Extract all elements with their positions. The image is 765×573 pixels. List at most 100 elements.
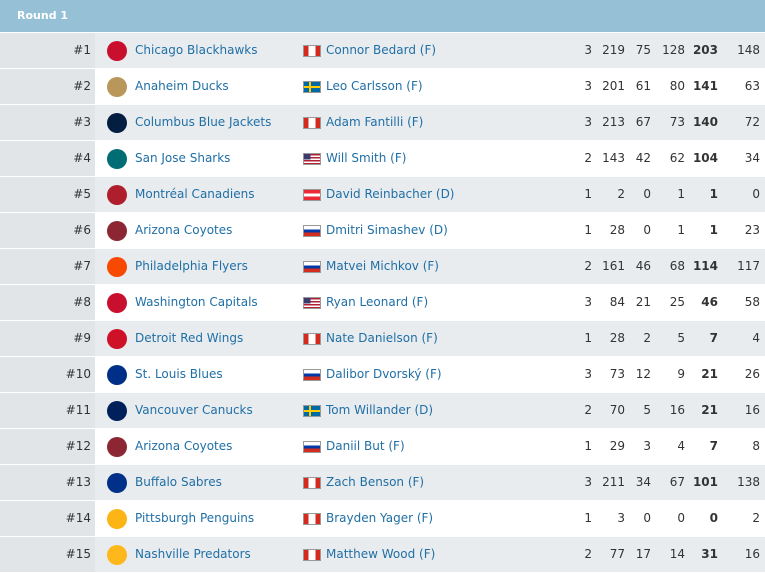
pick-cell	[0, 69, 95, 104]
stat-value: 1	[709, 187, 718, 201]
team-link[interactable]: Washington Capitals	[135, 295, 258, 309]
stat-value: 7	[709, 439, 718, 453]
round-title: Round 1	[17, 9, 69, 22]
country-flag	[303, 333, 321, 345]
country-flag	[303, 477, 321, 489]
team-link[interactable]: Arizona Coyotes	[135, 223, 233, 237]
player-link[interactable]: Dalibor Dvorský (F)	[326, 367, 442, 381]
team-link[interactable]: St. Louis Blues	[135, 367, 223, 381]
stat-value: 8	[752, 439, 760, 453]
player-link[interactable]: David Reinbacher (D)	[326, 187, 455, 201]
team-link[interactable]: San Jose Sharks	[135, 151, 231, 165]
team-logo	[107, 185, 127, 205]
pick-number: #14	[65, 511, 91, 525]
stat-value: 1	[584, 187, 592, 201]
team-logo	[107, 113, 127, 133]
player-link[interactable]: Brayden Yager (F)	[326, 511, 434, 525]
player-link[interactable]: Will Smith (F)	[326, 151, 407, 165]
team-logo	[107, 149, 127, 169]
team-logo	[107, 437, 127, 457]
country-flag	[303, 225, 321, 237]
stat-value: 5	[643, 403, 651, 417]
stat-value: 0	[752, 187, 760, 201]
pick-number: #13	[65, 475, 91, 489]
player-link[interactable]: Adam Fantilli (F)	[326, 115, 424, 129]
stat-value: 219	[602, 43, 625, 57]
table-row: #2 Anaheim Ducks Leo Carlsson (F) 3 201 61 80 1…	[0, 69, 765, 105]
stat-value: 70	[609, 403, 625, 417]
country-flag	[303, 261, 321, 273]
stat-value: 1	[584, 331, 592, 345]
stat-value: 25	[669, 295, 685, 309]
stat-value: 28	[609, 331, 625, 345]
player-link[interactable]: Leo Carlsson (F)	[326, 79, 423, 93]
pick-cell	[0, 465, 95, 500]
team-link[interactable]: Philadelphia Flyers	[135, 259, 248, 273]
stat-value: 1	[584, 439, 592, 453]
player-link[interactable]: Daniil But (F)	[326, 439, 405, 453]
stat-value: 34	[744, 151, 760, 165]
table-row: #14 Pittsburgh Penguins Brayden Yager (F) 1…	[0, 501, 765, 537]
player-link[interactable]: Ryan Leonard (F)	[326, 295, 429, 309]
team-logo	[107, 329, 127, 349]
stat-value: 34	[635, 475, 651, 489]
stat-value: 0	[677, 511, 685, 525]
country-flag	[303, 297, 321, 309]
team-link[interactable]: Pittsburgh Penguins	[135, 511, 255, 525]
team-link[interactable]: Buffalo Sabres	[135, 475, 222, 489]
stat-value: 3	[617, 511, 625, 525]
player-link[interactable]: Matvei Michkov (F)	[326, 259, 439, 273]
team-link[interactable]: Columbus Blue Jackets	[135, 115, 272, 129]
pick-cell	[0, 357, 95, 392]
country-flag	[303, 153, 321, 165]
table-row: #15 Nashville Predators Matthew Wood (F) 2 7…	[0, 537, 765, 573]
stat-value: 117	[737, 259, 760, 273]
pick-cell	[0, 501, 95, 536]
pick-cell	[0, 177, 95, 212]
stat-value: 1	[677, 187, 685, 201]
table-row: #5 Montréal Canadiens David Reinbacher (D)…	[0, 177, 765, 213]
team-logo	[107, 41, 127, 61]
team-link[interactable]: Detroit Red Wings	[135, 331, 244, 345]
pick-cell	[0, 285, 95, 320]
stat-value: 0	[709, 511, 718, 525]
stat-value: 67	[669, 475, 685, 489]
stat-value: 73	[669, 115, 685, 129]
pick-number: #6	[73, 223, 91, 237]
pick-cell	[0, 393, 95, 428]
pick-cell	[0, 33, 95, 68]
team-link[interactable]: Arizona Coyotes	[135, 439, 233, 453]
team-link[interactable]: Anaheim Ducks	[135, 79, 229, 93]
pick-number: #12	[65, 439, 91, 453]
team-logo	[107, 365, 127, 385]
table-row: #12 Arizona Coyotes Daniil But (F) 1 29 3 4 7 8	[0, 429, 765, 465]
team-logo	[107, 257, 127, 277]
country-flag	[303, 405, 321, 417]
pick-cell	[0, 105, 95, 140]
team-logo	[107, 545, 127, 565]
team-link[interactable]: Montréal Canadiens	[135, 187, 255, 201]
pick-number: #11	[65, 403, 91, 417]
team-logo	[107, 401, 127, 421]
player-link[interactable]: Nate Danielson (F)	[326, 331, 438, 345]
player-link[interactable]: Connor Bedard (F)	[326, 43, 437, 57]
country-flag	[303, 189, 321, 201]
player-link[interactable]: Zach Benson (F)	[326, 475, 425, 489]
stat-value: 42	[635, 151, 651, 165]
player-link[interactable]: Tom Willander (D)	[326, 403, 434, 417]
stat-value: 203	[692, 43, 718, 57]
stat-value: 28	[609, 223, 625, 237]
team-link[interactable]: Chicago Blackhawks	[135, 43, 258, 57]
stat-value: 201	[602, 79, 625, 93]
team-link[interactable]: Nashville Predators	[135, 547, 251, 561]
stat-value: 2	[752, 511, 760, 525]
pick-number: #8	[73, 295, 91, 309]
stat-value: 16	[744, 547, 760, 561]
country-flag	[303, 441, 321, 453]
stat-value: 68	[669, 259, 685, 273]
player-link[interactable]: Dmitri Simashev (D)	[326, 223, 448, 237]
table-row: #10 St. Louis Blues Dalibor Dvorský (F) 3 73…	[0, 357, 765, 393]
team-link[interactable]: Vancouver Canucks	[135, 403, 253, 417]
table-row: #6 Arizona Coyotes Dmitri Simashev (D) 1 28 0…	[0, 213, 765, 249]
player-link[interactable]: Matthew Wood (F)	[326, 547, 436, 561]
